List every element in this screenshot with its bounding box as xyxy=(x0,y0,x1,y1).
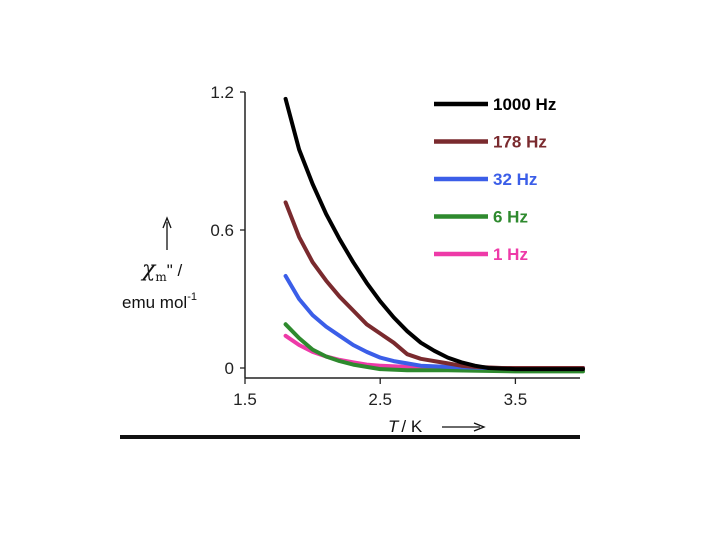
bottom-rule xyxy=(120,435,580,439)
y-label-unit: emu mol xyxy=(122,293,187,312)
y-tick-label: 1.2 xyxy=(210,83,234,102)
y-axis-arrowhead xyxy=(162,216,172,229)
legend: 1000 Hz 178 Hz 32 Hz 6 Hz 1 Hz xyxy=(434,95,556,264)
series-lines xyxy=(283,96,585,374)
series-line-178-hz xyxy=(283,200,585,370)
x-tick-label: 1.5 xyxy=(233,390,257,409)
y-tick-label: 0 xyxy=(225,359,234,378)
legend-label: 32 Hz xyxy=(493,170,537,189)
y-label-subscript: m xyxy=(155,270,167,284)
x-axis-arrowhead xyxy=(473,422,486,432)
x-ticks: 1.5 2.5 3.5 xyxy=(233,378,527,409)
legend-label: 1 Hz xyxy=(493,245,528,264)
x-label-var: T xyxy=(388,417,400,436)
legend-label: 178 Hz xyxy=(493,133,547,152)
legend-label: 6 Hz xyxy=(493,208,528,227)
y-axis-label: χm" / xyxy=(140,257,182,284)
y-label-unit-sup: -1 xyxy=(187,291,197,303)
series-line-1000-hz xyxy=(283,96,585,372)
y-label-suffix: " / xyxy=(167,261,183,280)
legend-label: 1000 Hz xyxy=(493,95,556,114)
x-tick-label: 3.5 xyxy=(504,390,528,409)
series-line-32-hz xyxy=(283,274,585,370)
x-axis-label: T / K xyxy=(388,417,423,436)
x-tick-label: 2.5 xyxy=(368,390,392,409)
series-line-6-hz xyxy=(283,322,585,374)
y-tick-label: 0.6 xyxy=(210,221,234,240)
x-label-unit: / K xyxy=(401,417,422,436)
y-axis-label-unit: emu mol-1 xyxy=(122,291,197,312)
y-ticks: 0 0.6 1.2 xyxy=(210,83,245,378)
y-label-symbol: χ xyxy=(140,257,157,282)
